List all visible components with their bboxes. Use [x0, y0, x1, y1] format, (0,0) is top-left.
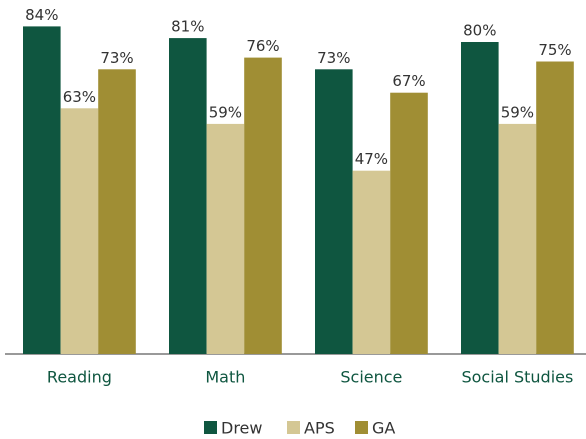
x-tick-label: Social Studies	[461, 368, 573, 387]
bar	[352, 170, 391, 354]
value-label: 73%	[100, 49, 133, 67]
legend-swatch	[287, 421, 300, 434]
bar	[461, 42, 499, 354]
value-label: 73%	[317, 49, 350, 67]
bar	[23, 26, 61, 355]
value-label: 67%	[392, 72, 425, 90]
bar	[60, 108, 99, 354]
value-label: 75%	[538, 41, 571, 59]
x-tick-label: Reading	[47, 368, 112, 387]
bar	[498, 123, 537, 355]
legend-label: Drew	[221, 419, 262, 438]
legend-label: GA	[372, 419, 395, 438]
bar	[169, 38, 207, 354]
value-label: 47%	[355, 150, 388, 168]
value-label: 76%	[246, 37, 279, 55]
legend-swatch	[204, 421, 217, 434]
value-label: 63%	[63, 88, 96, 106]
bar	[206, 123, 245, 355]
value-label: 84%	[25, 6, 58, 24]
value-label: 59%	[501, 103, 534, 121]
value-label: 59%	[209, 103, 242, 121]
x-tick-label: Science	[340, 368, 402, 387]
bar	[98, 69, 136, 355]
legend-label: APS	[304, 419, 335, 438]
bar	[315, 69, 353, 355]
bar	[244, 57, 282, 354]
legend-swatch	[355, 421, 368, 434]
x-tick-label: Math	[205, 368, 245, 387]
value-label: 81%	[171, 18, 204, 36]
value-label: 80%	[463, 22, 496, 40]
bar	[390, 92, 428, 354]
bar	[536, 61, 574, 354]
